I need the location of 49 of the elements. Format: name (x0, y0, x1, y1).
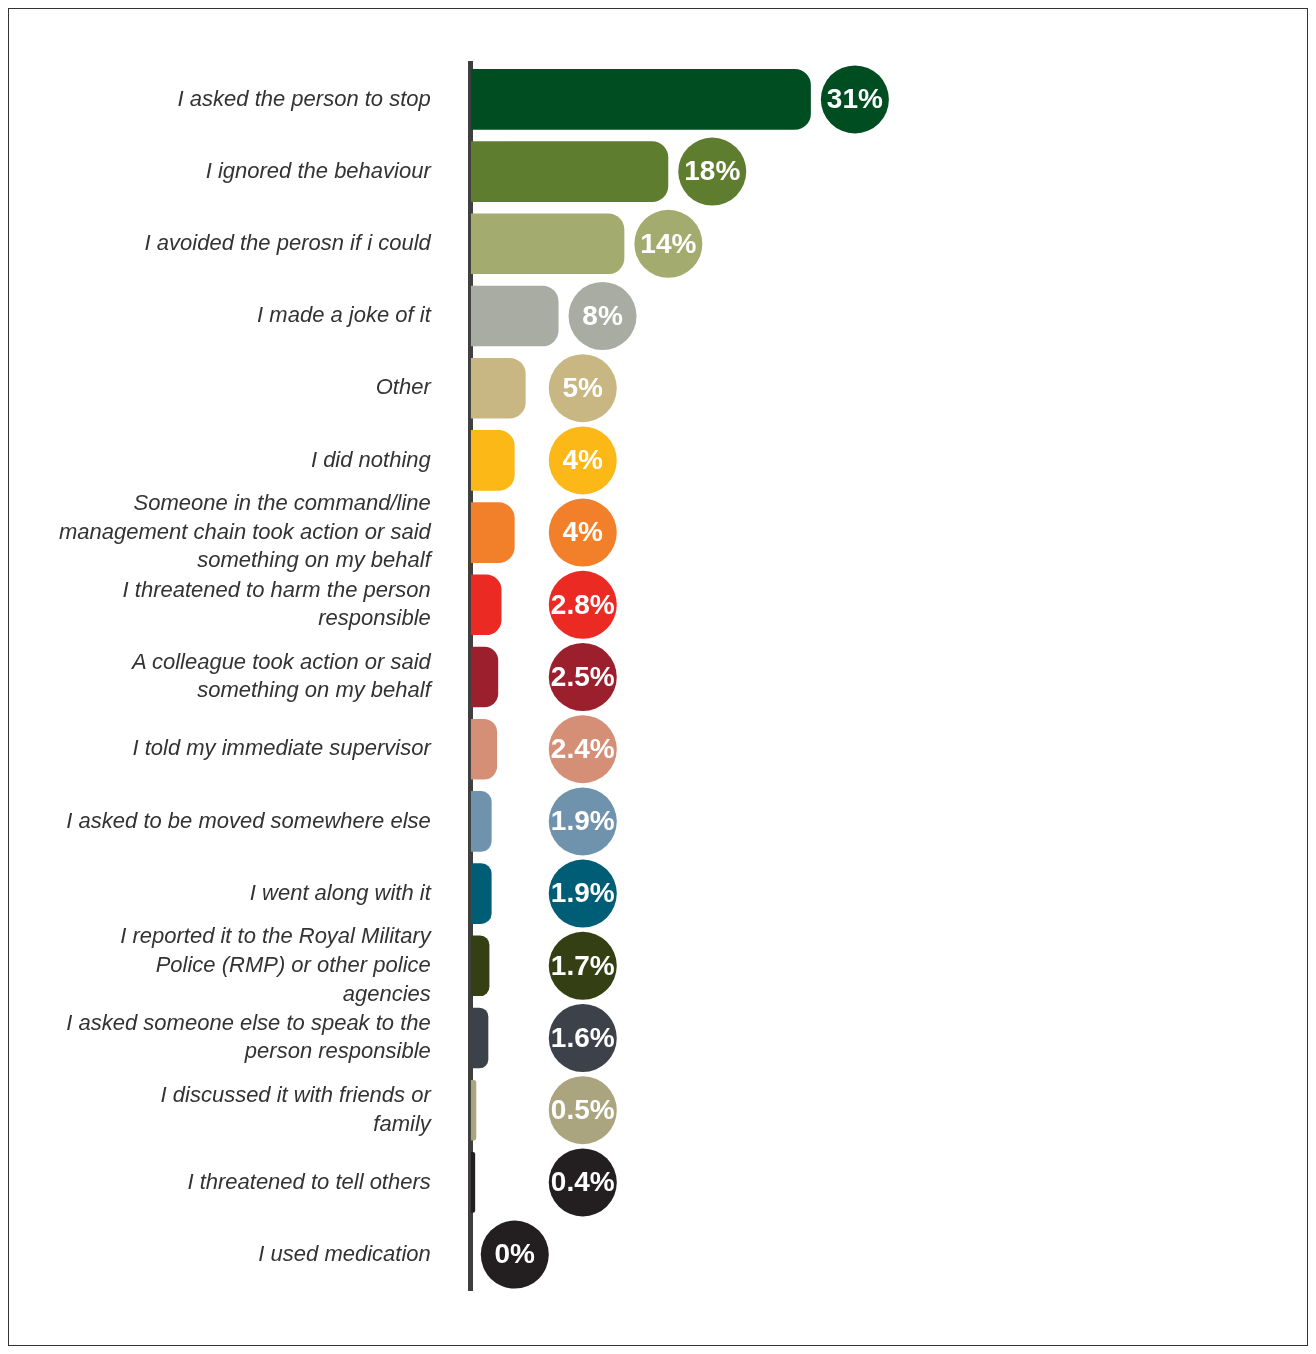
y-tick-label: I discussed it with friends or family (160, 1082, 433, 1136)
data-label: 0.4% (550, 1166, 615, 1198)
y-tick-label: I asked to be moved somewhere else (66, 807, 431, 833)
bar (470, 718, 498, 780)
y-tick-label: Someone in the command/line management chain took action or said something on my behalf (59, 490, 434, 573)
bar (470, 285, 559, 347)
bar (470, 213, 625, 275)
data-label: 2.4% (550, 732, 615, 764)
y-tick-label: I went along with it (249, 879, 432, 905)
data-label: 0% (494, 1238, 536, 1270)
bar (470, 791, 492, 852)
y-tick-label: I threatened to tell others (187, 1168, 431, 1194)
data-label: 1.6% (550, 1021, 615, 1053)
y-tick-label: I avoided the perosn if i could (144, 229, 432, 255)
data-label: 2.5% (550, 660, 615, 692)
y-tick-label: I did nothing (310, 446, 432, 472)
y-tick-label: I used medication (258, 1240, 431, 1266)
data-label: 2.8% (550, 588, 615, 620)
data-label: 31% (826, 83, 883, 115)
y-tick-label: I threatened to harm the person responsible (122, 576, 431, 631)
bar (470, 357, 526, 419)
y-tick-label: I made a joke of it (257, 302, 432, 328)
data-label: 18% (684, 155, 741, 187)
y-tick-label: A colleague took action or said something on my behalf (129, 648, 434, 703)
y-tick-label: I asked someone else to speak to the person responsible (66, 1009, 431, 1064)
data-label: 5% (562, 371, 604, 403)
bar (470, 141, 669, 202)
data-label: 8% (582, 299, 623, 331)
data-label: 0.5% (550, 1093, 615, 1125)
bar (470, 430, 515, 491)
y-tick-label: I ignored the behaviour (205, 157, 433, 183)
data-label: 4% (562, 444, 604, 476)
bar (470, 646, 499, 708)
data-label: 14% (640, 227, 697, 259)
bar (470, 935, 490, 997)
y-tick-label: I asked the person to stop (177, 85, 431, 111)
bar (470, 863, 492, 924)
bar (470, 69, 811, 130)
y-tick-label: I told my immediate supervisor (132, 735, 433, 761)
y-tick-label: Other (375, 374, 433, 400)
y-tick-label: I reported it to the Royal Military Police (RMP) or other police agencies (120, 923, 433, 1006)
data-label: 4% (562, 516, 604, 548)
data-label: 1.7% (550, 949, 615, 981)
bar (470, 1079, 477, 1141)
bar (470, 1152, 476, 1213)
data-label: 1.9% (550, 877, 615, 909)
data-label: 1.9% (550, 805, 615, 837)
bar (470, 502, 515, 563)
bar (470, 574, 502, 636)
